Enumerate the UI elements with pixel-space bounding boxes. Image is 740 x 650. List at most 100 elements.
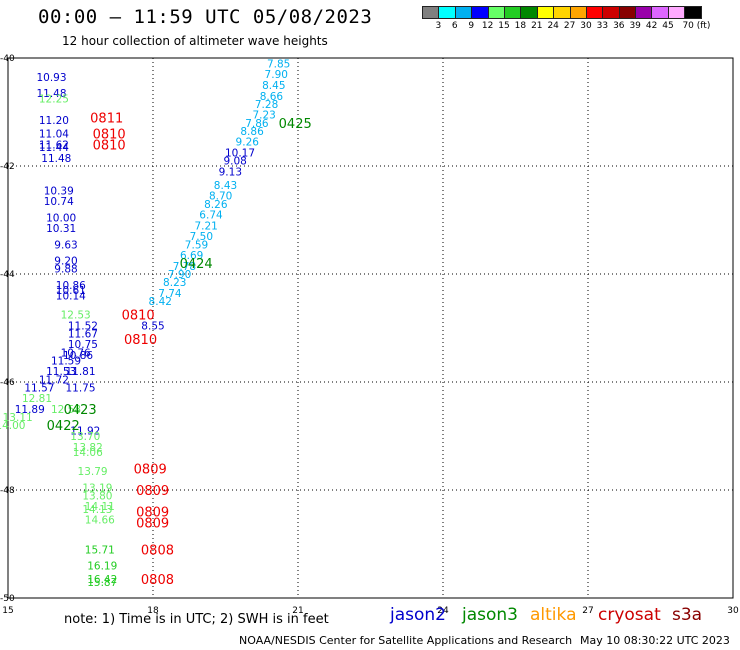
colorbar-label: 36 [613,21,625,31]
y-tick-label: -44 [0,270,15,280]
swh-point: 12.58 [51,404,81,416]
swh-point: 8.70 [209,191,232,203]
colorbar-label: 45 [662,21,674,31]
swh-point: 11.44 [39,142,69,154]
time-annotation: 0810 [93,128,126,143]
swh-point: 8.26 [204,199,228,211]
time-annotation: 0809 [134,462,167,477]
colorbar-label: 24 [547,21,559,31]
swh-point: 11.92 [70,426,100,438]
legend-s3a: s3a [672,605,703,625]
swh-point: 11.04 [39,129,69,141]
chart-subtitle: 12 hour collection of altimeter wave hei… [62,34,328,48]
swh-point: 11.20 [39,115,69,127]
swh-point: 14.06 [73,447,103,459]
swh-point: 13.19 [82,482,112,494]
swh-point: 11.72 [39,374,69,386]
swh-point: 16.42 [87,574,117,586]
colorbar-label: 39 [629,21,641,31]
swh-point: 11.67 [68,328,98,340]
plot-frame [7,57,734,599]
swh-point: 10.39 [44,185,74,197]
x-tick-label: 24 [437,606,449,616]
colorbar-label: 9 [468,21,475,31]
swh-point: 11.62 [39,139,69,151]
colorbar-label: 12 [481,21,494,31]
time-annotation: 0422 [47,419,80,434]
swh-point: 10.61 [56,285,86,297]
x-tick-label: 15 [2,606,13,616]
swh-point: 14.13 [82,504,112,516]
swh-point: 13.80 [82,490,112,502]
legend-cryosat: cryosat [598,605,661,625]
colorbar-swatch [684,6,702,19]
swh-point: 8.66 [260,91,284,103]
y-tick-label: -46 [0,378,15,388]
y-tick-label: -50 [0,594,15,604]
swh-point: 9.88 [54,264,77,276]
x-tick-label: 30 [727,606,739,616]
swh-point: 11.59 [51,355,81,367]
swh-point: 7.50 [190,231,213,243]
swh-point: 10.76 [61,347,91,359]
time-annotation: 0808 [141,573,174,588]
time-annotation: 0810 [93,138,126,153]
swh-point: 8.43 [214,180,237,192]
x-tick-label: 21 [292,606,303,616]
swh-point: 13.82 [73,442,103,454]
time-annotation: 0808 [141,543,174,558]
colorbar-label: 70 (ft) [682,21,711,31]
swh-point: 7.85 [267,58,290,70]
swh-point: 8.55 [141,320,164,332]
swh-point: 6.74 [199,210,223,222]
swh-point: 12.25 [39,94,69,106]
colorbar-label: 21 [531,21,543,31]
footer-note: note: 1) Time is in UTC; 2) SWH is in fe… [64,612,329,627]
time-annotation: 0809 [136,484,169,499]
swh-point: 14.00 [0,420,25,432]
update-timestamp: May 10 08:30:22 UTC 2023 [580,634,730,647]
swh-point: 8.42 [149,296,172,308]
time-annotation: 0424 [180,257,213,272]
x-tick-label: 27 [582,606,593,616]
colorbar-labels: 3 6 9 12 15 18 21 24 27 30 33 36 39 42 45 70 (ft) [422,21,740,33]
swh-point: 7.59 [185,239,208,251]
swh-point: 10.93 [36,72,66,84]
swh-point: 11.57 [24,382,54,394]
colorbar-label: 30 [580,21,592,31]
swh-point: 8.86 [240,126,264,138]
colorbar-label: 15 [498,21,510,31]
time-annotation: 0810 [124,333,157,348]
swh-point: 10.31 [46,223,76,235]
swh-point: 7.78 [173,261,196,273]
swh-point: 14.11 [85,501,115,513]
colorbar-label: 3 [435,21,442,31]
y-tick-label: -40 [0,54,15,64]
swh-point: 10.00 [46,212,76,224]
swh-point: 7.90 [265,69,288,81]
swh-point: 10.14 [56,291,86,303]
swh-point: 10.86 [63,350,93,362]
colorbar-label: 6 [451,21,458,31]
swh-point: 11.48 [36,88,66,100]
swh-point: 11.81 [65,366,95,378]
colorbar-label: 27 [563,21,576,31]
x-tick-label: 18 [147,606,159,616]
time-annotation: 0423 [64,403,97,418]
colorbar-label: 42 [645,21,658,31]
swh-point: 6.69 [180,250,203,262]
credit-line: NOAA/NESDIS Center for Satellite Applica… [239,634,573,647]
time-annotation: 0809 [136,516,169,531]
colorbar-label: 18 [514,21,527,31]
swh-point: 11.52 [68,320,98,332]
swh-point: 7.28 [255,99,278,111]
y-tick-label: -42 [0,162,15,172]
swh-point: 10.17 [225,148,255,160]
y-tick-label: -48 [0,486,15,496]
swh-point: 7.90 [168,269,191,281]
swh-point: 13.70 [70,431,100,443]
swh-point: 10.86 [56,280,86,292]
swh-point: 9.20 [54,256,77,268]
swh-point: 14.66 [85,515,115,527]
